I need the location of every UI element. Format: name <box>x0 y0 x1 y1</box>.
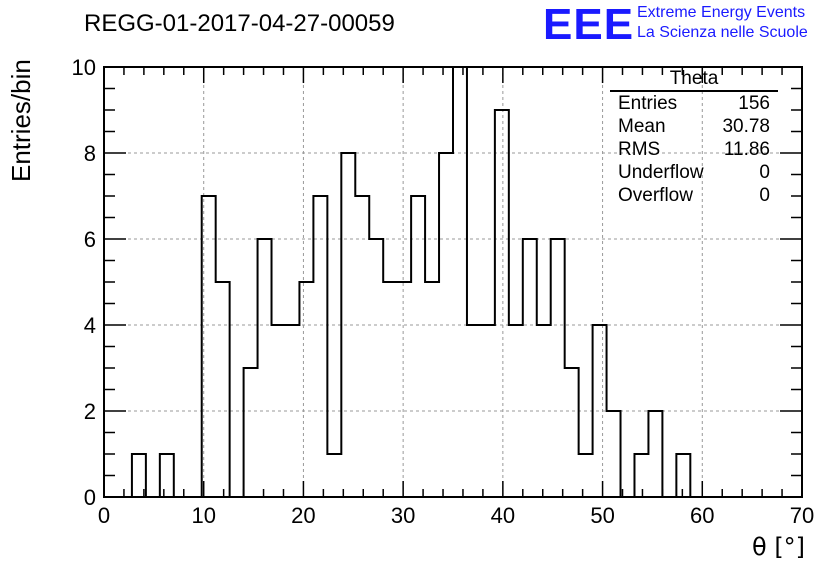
stats-title: Theta <box>610 68 778 92</box>
plot-frame <box>103 66 803 498</box>
stats-label: Entries <box>618 93 678 114</box>
stats-label: Overflow <box>618 185 693 206</box>
stats-label: Underflow <box>618 162 704 183</box>
histogram-bin <box>341 153 355 497</box>
histogram-bin <box>313 196 327 497</box>
stats-row-mean: Mean 30.78 <box>610 115 778 138</box>
stats-row-entries: Entries 156 <box>610 92 778 115</box>
stats-value: 0 <box>759 162 770 183</box>
histogram-bin <box>216 282 230 497</box>
stats-row-overflow: Overflow 0 <box>610 184 778 207</box>
histogram-bin <box>634 454 648 497</box>
x-tick-label: 40 <box>491 503 515 528</box>
histogram-bin <box>383 282 397 497</box>
y-tick-label: 2 <box>84 399 96 424</box>
histogram-bin <box>299 282 313 497</box>
y-tick-label: 4 <box>84 313 96 338</box>
eee-logo: EEE <box>543 0 635 49</box>
x-tick-label: 10 <box>191 503 215 528</box>
x-tick-label: 0 <box>98 503 110 528</box>
stats-value: 0 <box>759 185 770 206</box>
y-axis-label: Entries/bin <box>6 59 36 182</box>
stats-label: RMS <box>618 139 661 160</box>
x-tick-labels: 0 10 20 30 40 50 60 70 <box>98 503 814 528</box>
stats-value: 30.78 <box>722 116 770 137</box>
histogram-bin <box>369 239 383 497</box>
histogram-bin <box>495 110 509 497</box>
stats-value: 11.86 <box>723 139 770 160</box>
histogram-bin <box>565 368 579 497</box>
stats-row-rms: RMS 11.86 <box>610 138 778 161</box>
y-tick-labels: 0 2 4 6 8 10 <box>72 55 96 510</box>
stats-row-underflow: Underflow 0 <box>610 161 778 184</box>
histogram-bin <box>397 282 411 497</box>
histogram-bin <box>425 282 439 497</box>
stats-label: Mean <box>618 116 666 137</box>
histogram-bin <box>160 454 174 497</box>
x-tick-label: 50 <box>590 503 614 528</box>
x-tick-label: 30 <box>391 503 415 528</box>
histogram-bin <box>579 454 593 497</box>
histogram-bin <box>355 196 369 497</box>
brand-line-1: Extreme Energy Events <box>637 4 806 21</box>
stats-value: 156 <box>738 93 770 114</box>
brand-line-2: La Scienza nelle Scuole <box>637 24 808 41</box>
histogram-outline <box>104 66 802 498</box>
x-axis-label: θ [°] <box>752 533 806 561</box>
y-tick-label: 0 <box>84 485 96 510</box>
y-tick-label: 10 <box>72 55 96 80</box>
x-tick-label: 20 <box>291 503 315 528</box>
x-tick-label: 60 <box>690 503 714 528</box>
x-tick-label: 70 <box>790 503 814 528</box>
stats-box: Theta Entries 156 Mean 30.78 RMS 11.86 U… <box>610 68 778 207</box>
histogram-bin <box>648 411 662 497</box>
histogram-bin <box>258 239 272 497</box>
histogram-bin <box>327 454 341 497</box>
histogram-bin <box>244 368 258 497</box>
histogram-bin <box>411 196 425 497</box>
histogram-bin <box>453 67 467 497</box>
histogram-bin <box>676 454 690 497</box>
histogram-bin <box>551 239 565 497</box>
chart-title: REGG-01-2017-04-27-00059 <box>84 10 395 37</box>
y-tick-label: 6 <box>84 227 96 252</box>
histogram-bin <box>523 239 537 497</box>
histogram-bin <box>607 411 621 497</box>
y-tick-label: 8 <box>84 141 96 166</box>
